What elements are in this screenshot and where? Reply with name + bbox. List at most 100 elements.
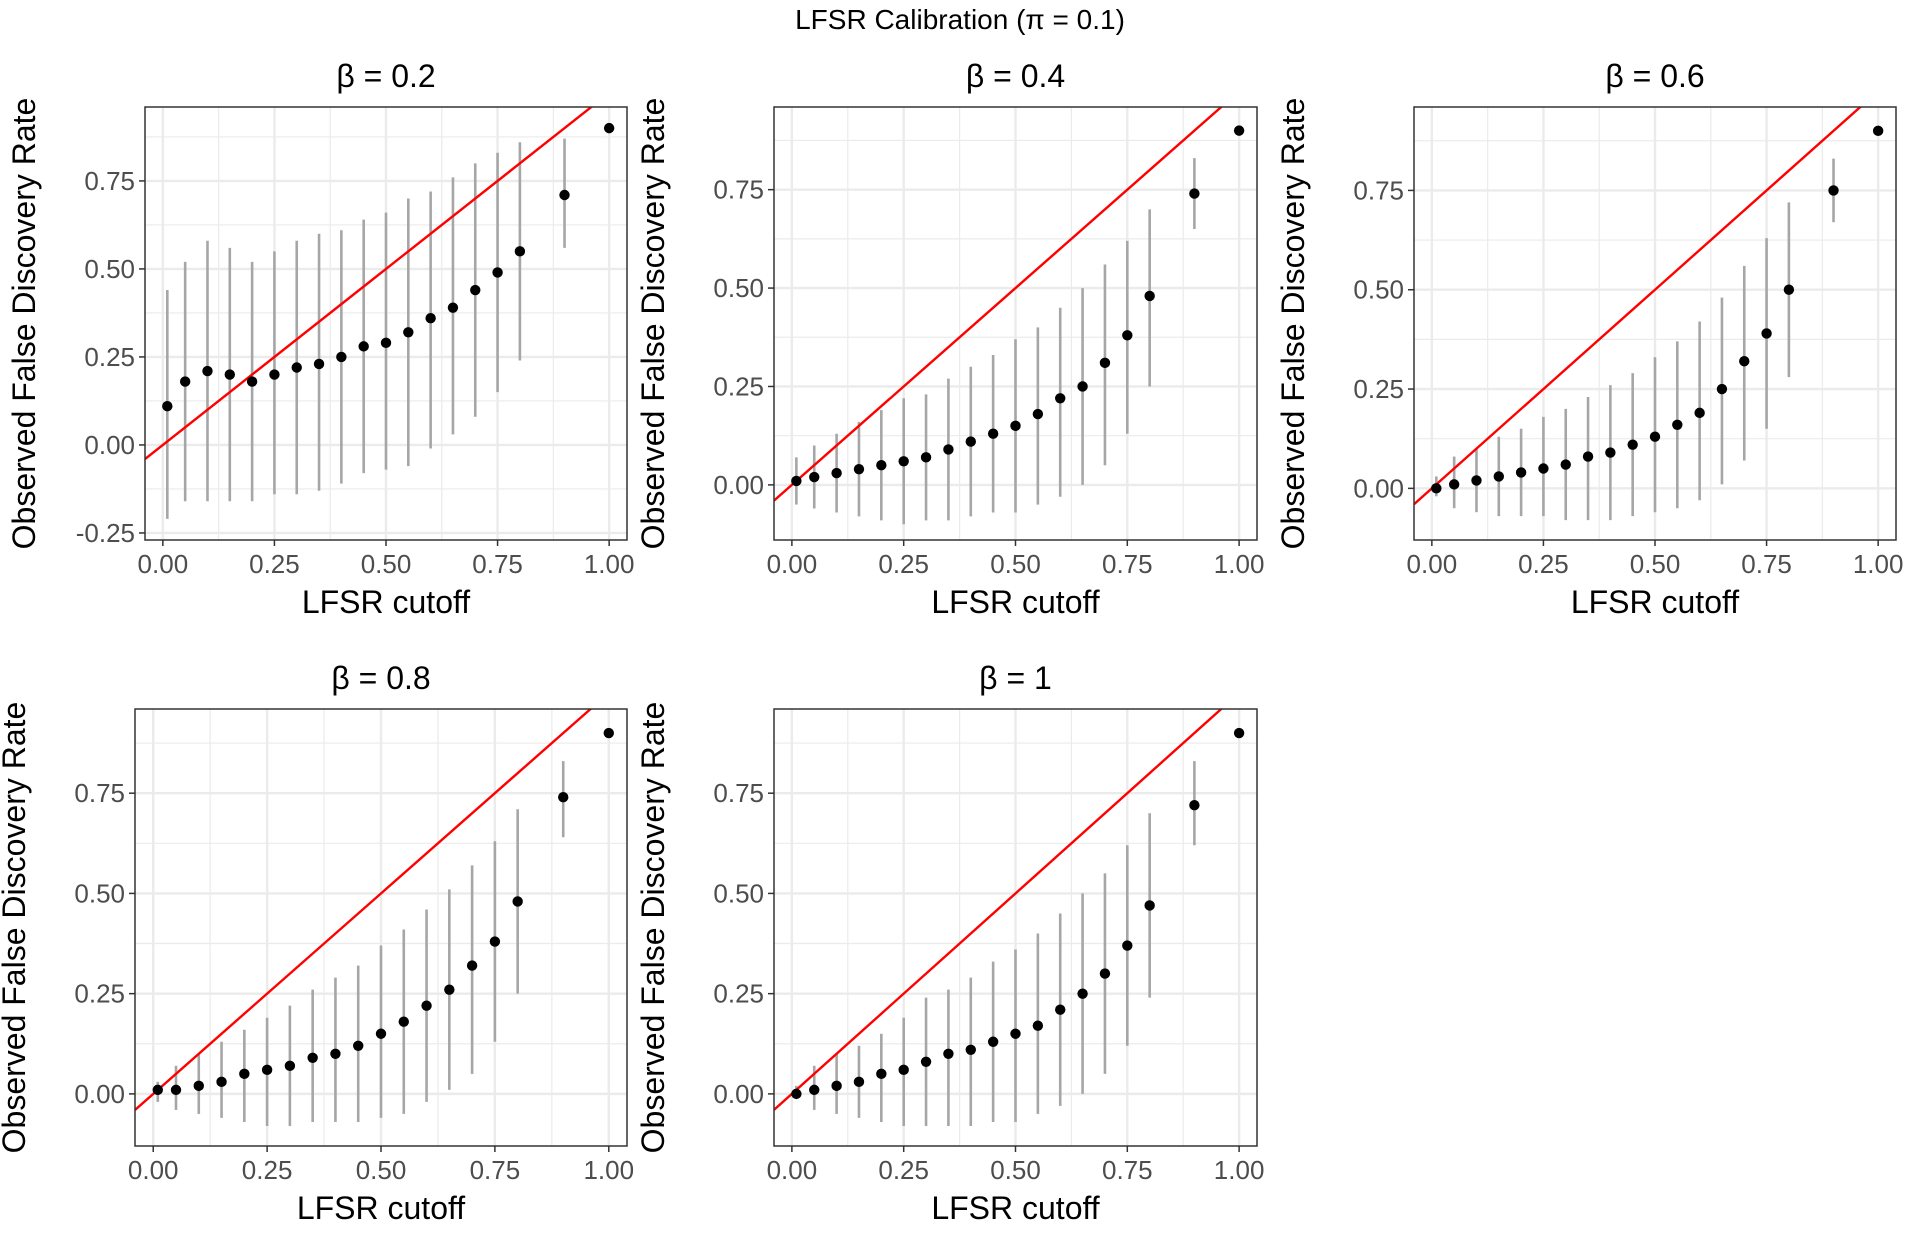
x-tick-label: 0.75 bbox=[1741, 549, 1792, 579]
data-point bbox=[239, 1068, 250, 1080]
y-tick-label: 0.00 bbox=[84, 430, 135, 460]
panel-title: β = 0.8 bbox=[331, 660, 430, 696]
x-tick-label: 0.50 bbox=[990, 549, 1041, 579]
data-point bbox=[1099, 357, 1111, 369]
y-tick-label: 0.25 bbox=[84, 342, 135, 372]
y-tick-label: 0.50 bbox=[713, 273, 764, 303]
data-point bbox=[1032, 1020, 1044, 1031]
x-tick-label: 1.00 bbox=[583, 1155, 634, 1185]
y-tick-label: 0.00 bbox=[713, 1079, 764, 1109]
data-point bbox=[1493, 471, 1504, 482]
identity-line bbox=[145, 107, 594, 460]
data-point bbox=[1627, 439, 1638, 450]
data-point bbox=[603, 727, 614, 739]
y-tick-label: 0.75 bbox=[84, 166, 135, 196]
x-tick-label: 0.75 bbox=[1102, 1155, 1153, 1185]
data-point bbox=[170, 1084, 182, 1096]
panel-title: β = 0.4 bbox=[966, 58, 1065, 94]
panel-3: 0.00 0.25 0.50 0.75 1.00 0.00 0.25 0.50 0.75 β = … bbox=[1275, 58, 1903, 620]
data-point bbox=[1010, 1028, 1021, 1039]
data-point bbox=[246, 376, 258, 387]
data-point bbox=[162, 401, 173, 412]
data-point bbox=[987, 1036, 999, 1047]
data-point bbox=[831, 467, 842, 479]
y-tick-label: 0.50 bbox=[1353, 275, 1404, 305]
data-point bbox=[1605, 447, 1616, 458]
data-point bbox=[876, 460, 887, 471]
data-point bbox=[1122, 940, 1133, 951]
identity-line bbox=[774, 709, 1224, 1111]
data-point bbox=[943, 444, 954, 455]
x-tick-label: 0.25 bbox=[878, 1155, 929, 1185]
data-point bbox=[1189, 800, 1200, 811]
x-tick-label: 0.00 bbox=[767, 549, 818, 579]
y-tick-label: 0.50 bbox=[74, 878, 125, 908]
y-tick-label: 0.00 bbox=[1353, 473, 1404, 503]
x-tick-label: 0.25 bbox=[1518, 549, 1569, 579]
data-point bbox=[291, 362, 302, 373]
data-point bbox=[403, 327, 414, 338]
x-tick-label: 1.00 bbox=[1214, 1155, 1265, 1185]
data-point bbox=[965, 1044, 976, 1055]
x-tick-label: 0.50 bbox=[361, 549, 412, 579]
y-tick-label: 0.75 bbox=[713, 175, 764, 205]
data-point bbox=[512, 896, 523, 907]
panel-2: 0.00 0.25 0.50 0.75 1.00 0.00 0.25 0.50 0.75 β = … bbox=[635, 58, 1264, 620]
identity-line bbox=[774, 107, 1224, 502]
data-point bbox=[353, 1040, 364, 1051]
data-point bbox=[1828, 185, 1839, 196]
x-tick-label: 0.75 bbox=[1102, 549, 1153, 579]
y-tick-label: 0.75 bbox=[74, 778, 125, 808]
panel-title: β = 1 bbox=[979, 660, 1052, 696]
data-point bbox=[1783, 284, 1795, 295]
data-point bbox=[1672, 419, 1683, 430]
y-tick-label: 0.00 bbox=[74, 1079, 125, 1109]
data-point bbox=[853, 463, 865, 475]
panel-title: β = 0.2 bbox=[336, 58, 435, 94]
data-point bbox=[1099, 968, 1111, 979]
data-point bbox=[853, 1076, 865, 1088]
data-point bbox=[421, 1000, 432, 1011]
y-tick-label: 0.25 bbox=[1353, 374, 1404, 404]
data-point bbox=[179, 376, 191, 387]
data-point bbox=[987, 428, 999, 439]
data-point bbox=[1649, 431, 1661, 442]
data-point bbox=[1189, 188, 1200, 199]
data-point bbox=[876, 1068, 887, 1080]
data-point bbox=[1694, 407, 1705, 419]
data-point bbox=[920, 1056, 932, 1068]
y-axis-label: Observed False Discovery Rate bbox=[6, 98, 42, 550]
data-point bbox=[330, 1048, 341, 1059]
figure-title: LFSR Calibration (π = 0.1) bbox=[795, 4, 1125, 35]
x-tick-label: 0.50 bbox=[356, 1155, 407, 1185]
data-point bbox=[307, 1052, 318, 1063]
y-tick-label: 0.25 bbox=[713, 979, 764, 1009]
data-point bbox=[1431, 483, 1442, 494]
y-tick-label: 0.50 bbox=[84, 254, 135, 284]
data-point bbox=[898, 1064, 909, 1076]
y-axis-label: Observed False Discovery Rate bbox=[0, 702, 32, 1154]
x-axis-label: LFSR cutoff bbox=[1571, 584, 1739, 620]
data-point bbox=[809, 471, 820, 483]
identity-line bbox=[135, 709, 593, 1111]
data-point bbox=[1122, 330, 1133, 341]
identity-line bbox=[1414, 107, 1863, 506]
data-point bbox=[375, 1028, 387, 1039]
data-point bbox=[1471, 475, 1482, 486]
data-point bbox=[489, 936, 501, 947]
data-point bbox=[1077, 988, 1088, 999]
data-point bbox=[1716, 383, 1728, 395]
data-point bbox=[1233, 727, 1245, 739]
data-point bbox=[559, 189, 570, 201]
x-axis-label: LFSR cutoff bbox=[931, 1190, 1099, 1226]
data-point bbox=[425, 313, 436, 324]
x-tick-label: 0.75 bbox=[470, 1155, 521, 1185]
data-point bbox=[1448, 479, 1460, 490]
data-point bbox=[1538, 463, 1549, 474]
data-point bbox=[943, 1048, 954, 1059]
x-axis-label: LFSR cutoff bbox=[297, 1190, 465, 1226]
data-point bbox=[1077, 381, 1088, 392]
data-point bbox=[224, 369, 235, 380]
data-point bbox=[284, 1060, 296, 1072]
